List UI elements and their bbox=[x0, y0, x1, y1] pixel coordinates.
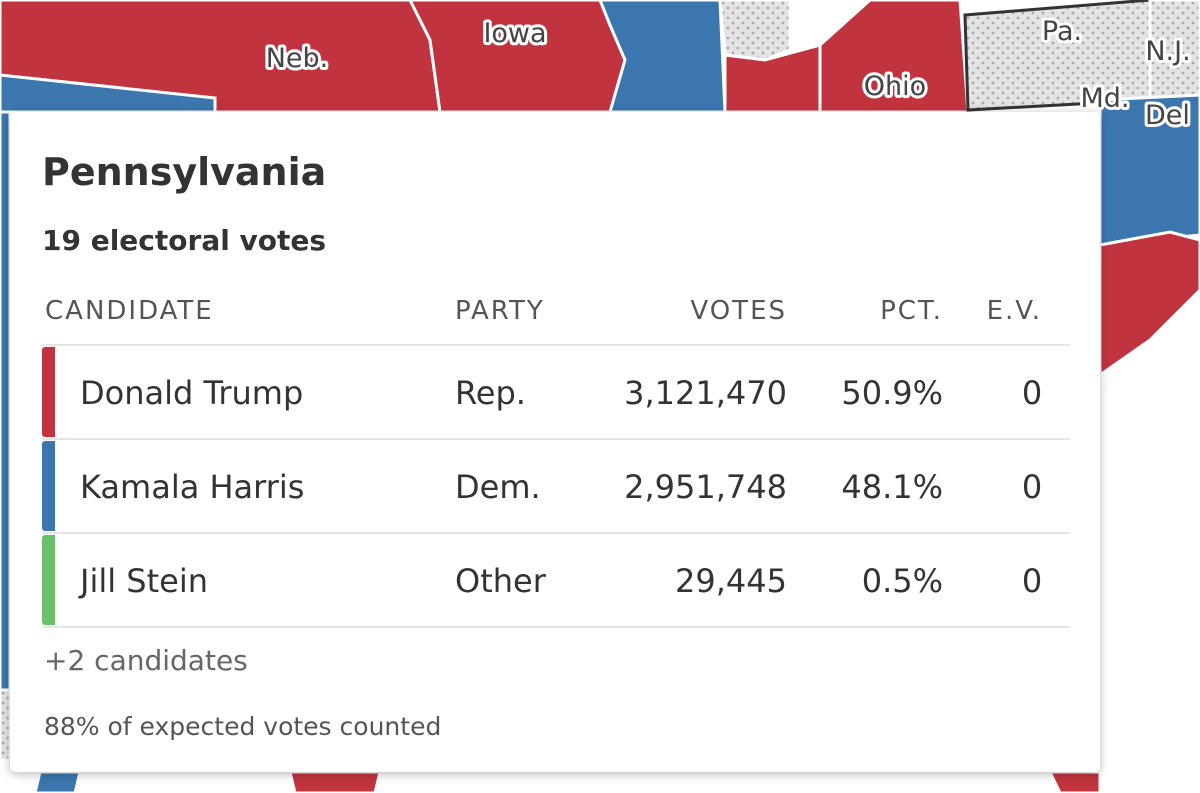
column-header: VOTES bbox=[690, 296, 787, 326]
column-header: PCT. bbox=[880, 296, 943, 326]
state-label: Iowa bbox=[483, 18, 546, 49]
votes-counted: 88% of expected votes counted bbox=[44, 712, 442, 741]
party: Rep. bbox=[455, 374, 526, 412]
party: Dem. bbox=[455, 468, 541, 506]
votes: 3,121,470 bbox=[624, 374, 787, 412]
column-header: CANDIDATE bbox=[45, 296, 214, 326]
state-label: Del bbox=[1145, 100, 1190, 131]
candidate-row: Kamala Harris Dem. 2,951,748 48.1% 0 bbox=[42, 438, 1070, 532]
percent: 48.1% bbox=[841, 468, 943, 506]
state-label: N.J. bbox=[1145, 36, 1190, 67]
state-label: Md. bbox=[1080, 83, 1129, 114]
party-color bbox=[42, 441, 55, 531]
electoral-votes: 0 bbox=[1021, 374, 1043, 412]
electoral-votes: 0 bbox=[1021, 468, 1043, 506]
tooltip-card: Pennsylvania 19 electoral votes CANDIDAT… bbox=[10, 112, 1100, 772]
party-color bbox=[42, 535, 55, 625]
candidate-name: Jill Stein bbox=[80, 562, 208, 600]
party: Other bbox=[455, 562, 546, 600]
more-candidates[interactable]: +2 candidates bbox=[44, 644, 248, 677]
column-header: E.V. bbox=[986, 296, 1042, 326]
party-color bbox=[42, 347, 55, 437]
candidate-row: Jill Stein Other 29,445 0.5% 0 bbox=[42, 532, 1070, 628]
candidate-name: Donald Trump bbox=[80, 374, 304, 412]
state-label: Neb. bbox=[266, 43, 329, 74]
votes: 2,951,748 bbox=[624, 468, 787, 506]
percent: 0.5% bbox=[861, 562, 943, 600]
state-label: Pa. bbox=[1042, 16, 1082, 47]
candidate-row: Donald Trump Rep. 3,121,470 50.9% 0 bbox=[42, 344, 1070, 438]
map-labels: Neb. Iowa Ohio Pa. N.J. Md. Del bbox=[263, 13, 1194, 134]
state-label: Ohio bbox=[864, 71, 926, 102]
candidate-name: Kamala Harris bbox=[80, 468, 305, 506]
electoral-votes: 0 bbox=[1021, 562, 1043, 600]
votes: 29,445 bbox=[675, 562, 787, 600]
percent: 50.9% bbox=[841, 374, 943, 412]
state-title: Pennsylvania bbox=[42, 150, 327, 194]
column-header: PARTY bbox=[455, 296, 545, 326]
electoral-votes: 19 electoral votes bbox=[42, 224, 327, 257]
